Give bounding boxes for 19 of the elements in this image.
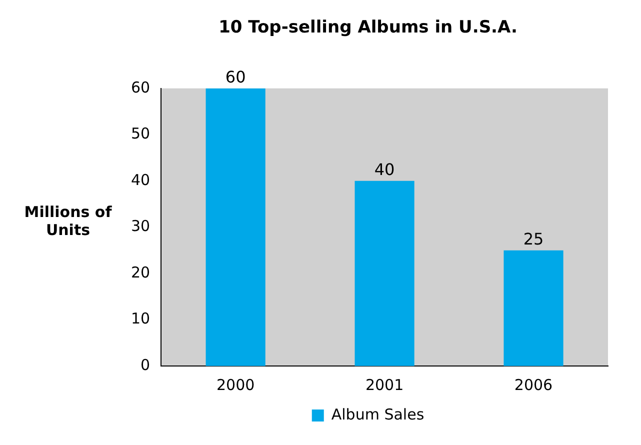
x-tick-label: 2006 — [514, 376, 553, 394]
data-label: 60 — [225, 68, 246, 87]
y-tick-label: 30 — [130, 217, 150, 236]
y-tick-label: 10 — [130, 310, 150, 328]
x-tick-label: 2001 — [365, 376, 404, 394]
bar — [206, 88, 266, 366]
chart-title: 10 Top-selling Albums in U.S.A. — [218, 18, 518, 38]
y-tick-label: 60 — [130, 78, 150, 96]
legend-label: Album Sales — [331, 405, 424, 424]
bar — [354, 180, 414, 366]
y-tick-label: 50 — [130, 124, 150, 143]
data-label: 25 — [523, 229, 544, 248]
x-tick-label: 2000 — [216, 376, 255, 394]
y-tick-label: 0 — [140, 356, 150, 374]
y-tick-label: 20 — [130, 263, 150, 282]
y-tick-label: 40 — [130, 170, 150, 189]
y-axis-title: Millions of Units — [23, 202, 113, 238]
data-label: 40 — [374, 160, 395, 180]
bar — [504, 250, 564, 366]
